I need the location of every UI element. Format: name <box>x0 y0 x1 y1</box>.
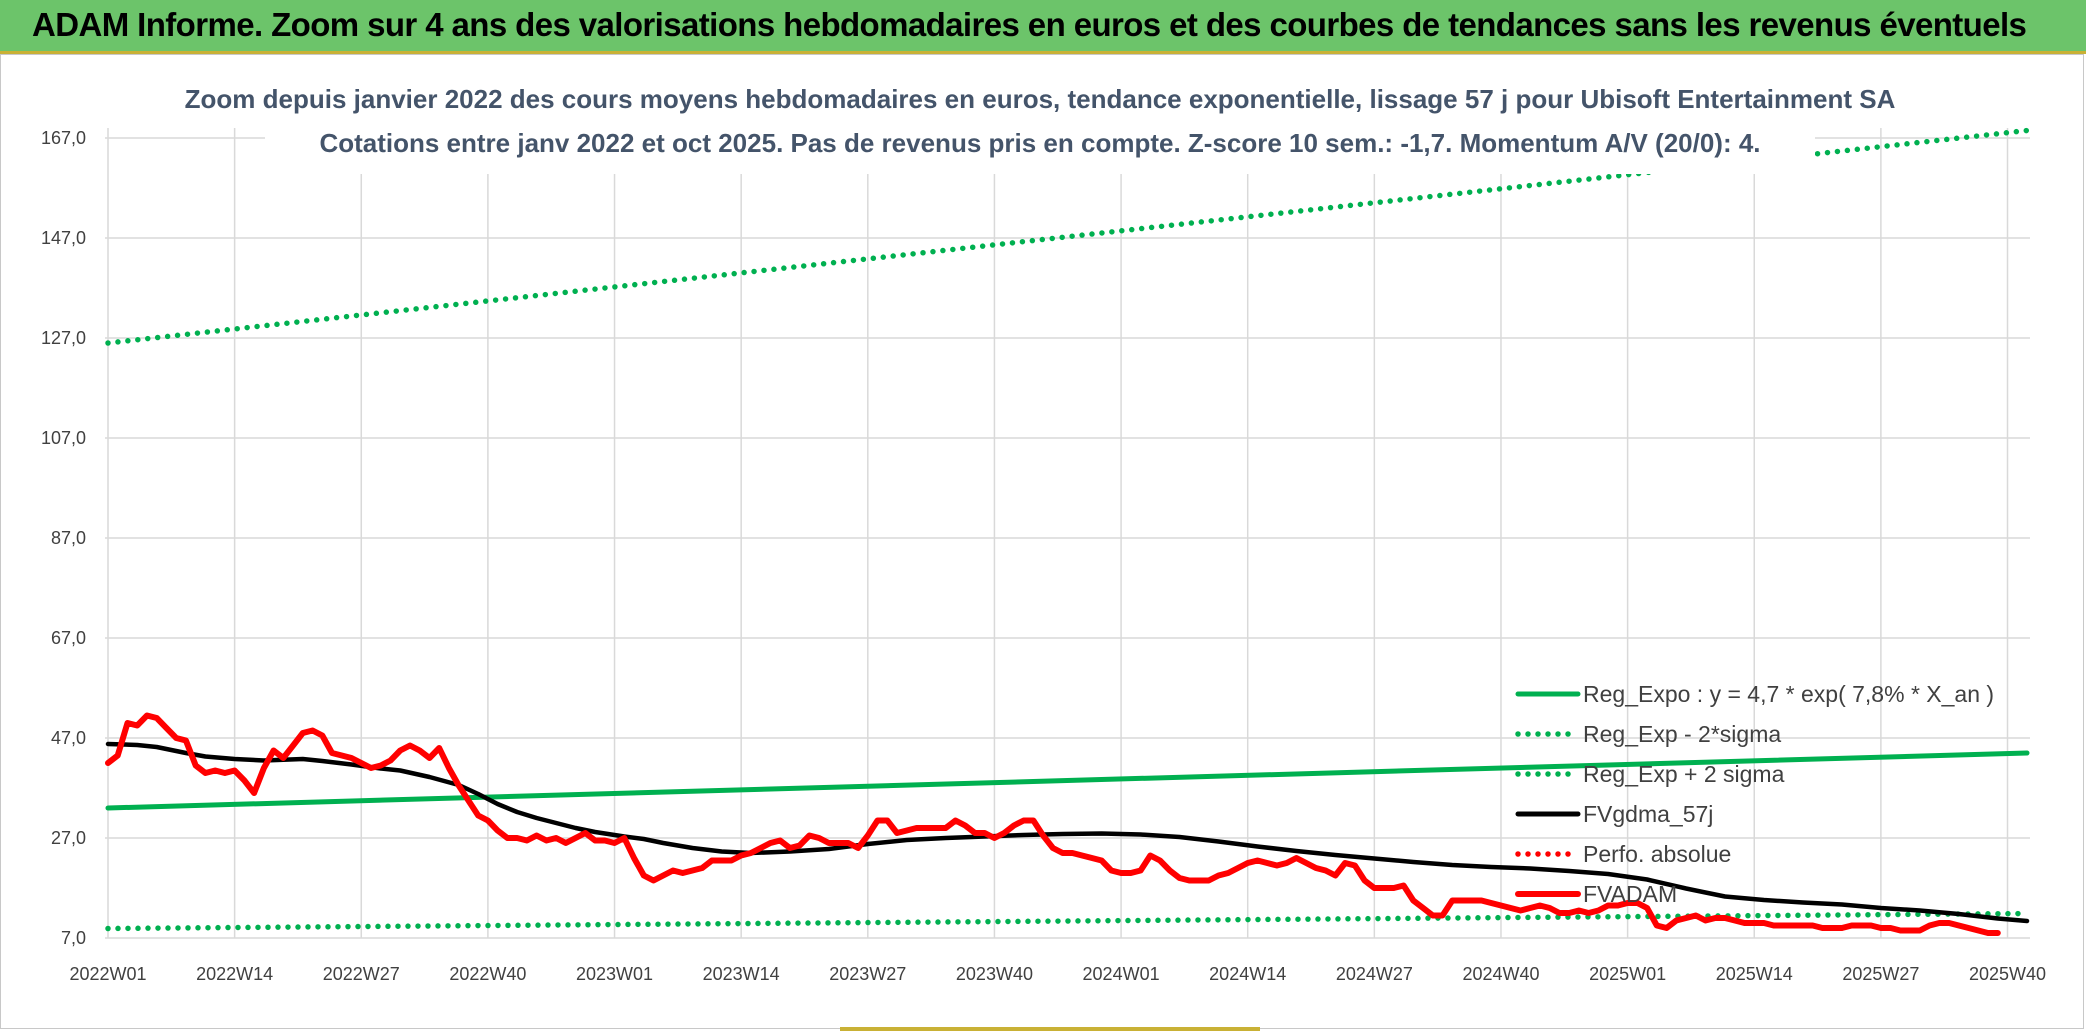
x-tick-label: 2024W01 <box>1083 964 1160 984</box>
legend-label: FVgdma_57j <box>1583 801 1713 827</box>
y-tick-label: 167,0 <box>41 128 86 148</box>
x-tick-label: 2023W27 <box>829 964 906 984</box>
banner-title: ADAM Informe. Zoom sur 4 ans des valoris… <box>32 6 2027 43</box>
x-tick-label: 2024W14 <box>1209 964 1286 984</box>
y-tick-label: 27,0 <box>51 828 86 848</box>
x-tick-label: 2025W01 <box>1589 964 1666 984</box>
y-tick-label: 127,0 <box>41 328 86 348</box>
title-backdrop <box>265 82 1815 174</box>
y-tick-label: 107,0 <box>41 428 86 448</box>
x-tick-label: 2022W14 <box>196 964 273 984</box>
x-tick-label: 2025W14 <box>1716 964 1793 984</box>
y-tick-label: 147,0 <box>41 228 86 248</box>
chart-grid <box>105 128 2030 939</box>
x-tick-label: 2025W27 <box>1842 964 1919 984</box>
chart-subtitle: Cotations entre janv 2022 et oct 2025. P… <box>319 128 1760 158</box>
chart-legend: Reg_Expo : y = 4,7 * exp( 7,8% * X_an ) R… <box>1515 681 1994 907</box>
series-line-0 <box>105 750 2030 811</box>
x-tick-label: 2023W01 <box>576 964 653 984</box>
axis-ticks: 167,0 147,0 127,0 107,0 87,0 67,0 47,0 27,0 7,0 2… <box>41 128 2046 984</box>
x-tick-label: 2022W01 <box>69 964 146 984</box>
series-line-1 <box>105 910 2030 932</box>
legend-label: Reg_Exp + 2 sigma <box>1583 761 1785 787</box>
bottom-accent-strip <box>840 1027 1260 1031</box>
x-tick-label: 2024W27 <box>1336 964 1413 984</box>
x-tick-label: 2024W40 <box>1462 964 1539 984</box>
legend-label: Reg_Expo : y = 4,7 * exp( 7,8% * X_an ) <box>1583 681 1994 707</box>
chart-title: Zoom depuis janvier 2022 des cours moyen… <box>185 84 1896 114</box>
series-layer <box>105 127 2030 936</box>
x-tick-label: 2022W40 <box>449 964 526 984</box>
x-tick-label: 2025W40 <box>1969 964 2046 984</box>
y-tick-label: 47,0 <box>51 728 86 748</box>
series-line-5 <box>105 712 2001 936</box>
legend-label: FVADAM <box>1583 881 1677 907</box>
y-tick-label: 67,0 <box>51 628 86 648</box>
x-tick-label: 2023W40 <box>956 964 1033 984</box>
y-tick-label: 7,0 <box>61 928 86 948</box>
x-tick-label: 2023W14 <box>703 964 780 984</box>
legend-label: Perfo. absolue <box>1583 841 1731 867</box>
x-tick-label: 2022W27 <box>323 964 400 984</box>
legend-label: Reg_Exp - 2*sigma <box>1583 721 1781 747</box>
y-tick-label: 87,0 <box>51 528 86 548</box>
header-banner: ADAM Informe. Zoom sur 4 ans des valoris… <box>0 0 2086 54</box>
